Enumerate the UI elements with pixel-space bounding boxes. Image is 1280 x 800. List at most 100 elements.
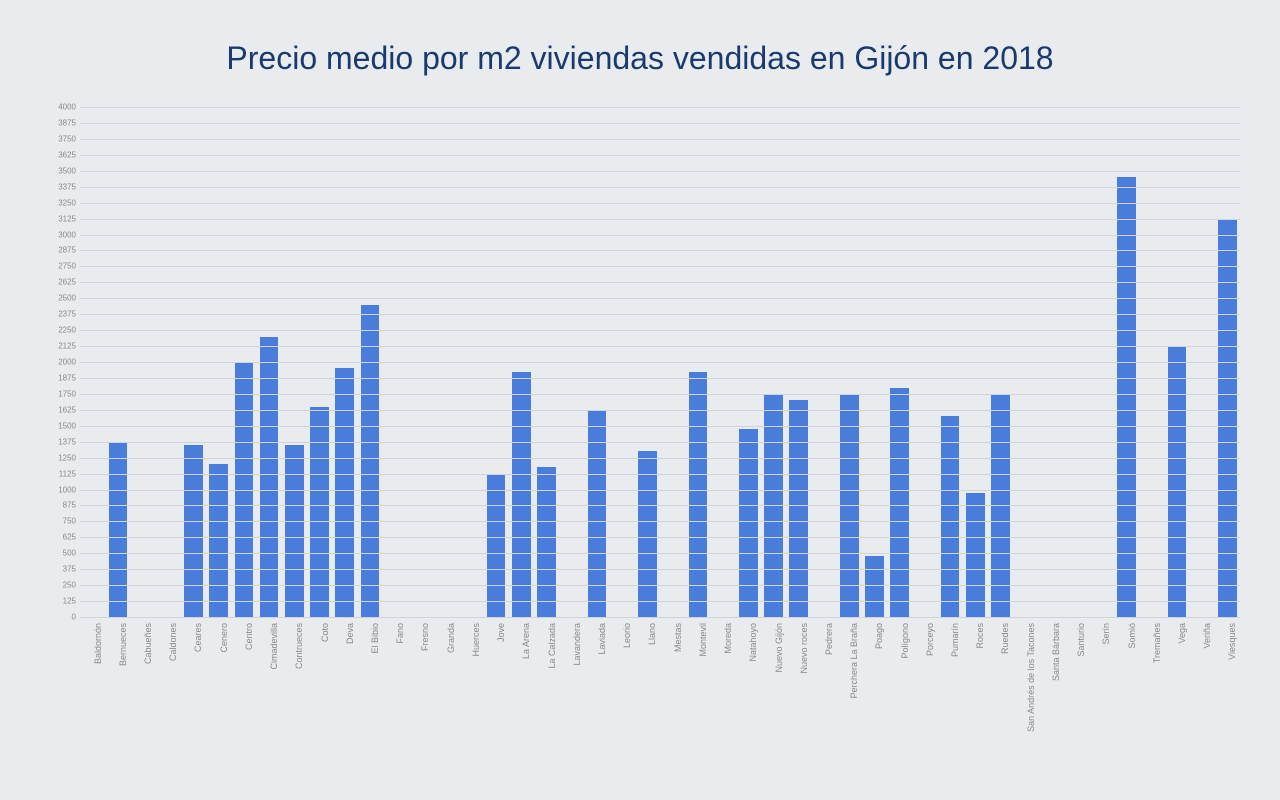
x-label-slot: Coto <box>307 617 332 747</box>
grid-line <box>80 521 1240 522</box>
bar <box>209 464 228 617</box>
x-label-slot: Pedrera <box>811 617 836 747</box>
x-tick-label: Baldornón <box>93 623 103 664</box>
bar <box>184 445 203 617</box>
x-tick-label: Cenero <box>219 623 229 653</box>
y-tick-label: 1750 <box>58 389 76 398</box>
grid-line <box>80 346 1240 347</box>
x-label-slot: Deva <box>332 617 357 747</box>
x-tick-label: Centro <box>244 623 254 650</box>
chart-container: Precio medio por m2 viviendas vendidas e… <box>0 0 1280 800</box>
grid-line <box>80 394 1240 395</box>
x-label-slot: Roces <box>963 617 988 747</box>
bar <box>1117 177 1136 617</box>
bar <box>335 368 354 617</box>
x-tick-label: Huerces <box>471 623 481 657</box>
plot-area <box>80 107 1240 617</box>
grid-line <box>80 139 1240 140</box>
x-label-slot: Cabueñes <box>130 617 155 747</box>
y-tick-label: 3000 <box>58 230 76 239</box>
bar <box>941 416 960 617</box>
x-label-slot: Nuevo roces <box>786 617 811 747</box>
x-label-slot: Montevil <box>685 617 710 747</box>
y-tick-label: 3125 <box>58 214 76 223</box>
x-tick-label: El Bibio <box>370 623 380 654</box>
y-tick-label: 250 <box>63 581 76 590</box>
x-tick-label: Caldones <box>168 623 178 661</box>
y-tick-label: 0 <box>72 613 76 622</box>
x-label-slot: Cimadevilla <box>257 617 282 747</box>
x-tick-label: Jove <box>496 623 506 642</box>
y-tick-label: 1625 <box>58 405 76 414</box>
x-label-slot: La Calzada <box>534 617 559 747</box>
x-tick-label: Fano <box>395 623 405 644</box>
bar <box>487 474 506 617</box>
grid-line <box>80 107 1240 108</box>
grid-line <box>80 490 1240 491</box>
y-tick-label: 3250 <box>58 198 76 207</box>
y-tick-label: 750 <box>63 517 76 526</box>
y-tick-label: 3875 <box>58 118 76 127</box>
x-label-slot: Vega <box>1164 617 1189 747</box>
bar <box>1218 219 1237 617</box>
x-label-slot: Mestas <box>660 617 685 747</box>
x-tick-label: Ruedes <box>1000 623 1010 654</box>
grid-line <box>80 458 1240 459</box>
x-label-slot: Ruedes <box>988 617 1013 747</box>
y-tick-label: 1125 <box>59 469 76 478</box>
x-tick-label: Montevil <box>698 623 708 657</box>
x-tick-label: Cimadevilla <box>269 623 279 670</box>
grid-line <box>80 219 1240 220</box>
y-tick-label: 1875 <box>58 373 76 382</box>
x-tick-label: Veriña <box>1202 623 1212 649</box>
x-label-slot: Baldornón <box>80 617 105 747</box>
x-tick-label: Pumarín <box>950 623 960 657</box>
x-label-slot: Nuevo Gijón <box>761 617 786 747</box>
x-tick-label: Moreda <box>723 623 733 654</box>
grid-line <box>80 203 1240 204</box>
x-tick-label: Pedrera <box>824 623 834 655</box>
x-label-slot: Laviada <box>584 617 609 747</box>
x-label-slot: Viesques <box>1215 617 1240 747</box>
x-tick-label: Mestas <box>673 623 683 652</box>
grid-line <box>80 250 1240 251</box>
x-tick-label: Cabueñes <box>143 623 153 664</box>
x-label-slot: Santurio <box>1064 617 1089 747</box>
y-tick-label: 1375 <box>58 437 76 446</box>
x-tick-label: Serín <box>1101 623 1111 645</box>
grid-line <box>80 505 1240 506</box>
y-tick-label: 125 <box>63 597 76 606</box>
x-tick-label: Lavandera <box>572 623 582 666</box>
x-label-slot: La Arena <box>509 617 534 747</box>
x-label-slot: Serín <box>1089 617 1114 747</box>
x-tick-label: San Andrés de los Tacones <box>1026 623 1036 732</box>
x-label-slot: Tremañes <box>1139 617 1164 747</box>
y-tick-label: 2125 <box>58 342 76 351</box>
x-tick-label: Santa Bárbara <box>1051 623 1061 681</box>
chart-area: 0125250375500625750875100011251250137515… <box>40 107 1240 747</box>
x-tick-label: Porceyo <box>925 623 935 656</box>
grid-line <box>80 314 1240 315</box>
x-tick-label: Polígono <box>900 623 910 659</box>
x-tick-label: Natahoyo <box>748 623 758 662</box>
x-label-slot: Natahoyo <box>736 617 761 747</box>
x-label-slot: Llano <box>635 617 660 747</box>
x-label-slot: Ceares <box>181 617 206 747</box>
x-tick-label: Nuevo roces <box>799 623 809 674</box>
x-label-slot: Moreda <box>710 617 735 747</box>
y-tick-label: 1500 <box>58 421 76 430</box>
x-tick-label: Ceares <box>193 623 203 652</box>
chart-title: Precio medio por m2 viviendas vendidas e… <box>226 40 1053 77</box>
y-tick-label: 375 <box>63 565 76 574</box>
y-axis: 0125250375500625750875100011251250137515… <box>40 107 80 617</box>
y-tick-label: 3750 <box>58 134 76 143</box>
grid-line <box>80 155 1240 156</box>
bar <box>1168 346 1187 617</box>
x-tick-label: La Calzada <box>547 623 557 669</box>
bar <box>689 372 708 617</box>
x-label-slot: Santa Bárbara <box>1038 617 1063 747</box>
bar <box>109 442 128 617</box>
x-label-slot: Polígono <box>887 617 912 747</box>
x-tick-label: Bernueces <box>118 623 128 666</box>
y-tick-label: 2000 <box>58 358 76 367</box>
